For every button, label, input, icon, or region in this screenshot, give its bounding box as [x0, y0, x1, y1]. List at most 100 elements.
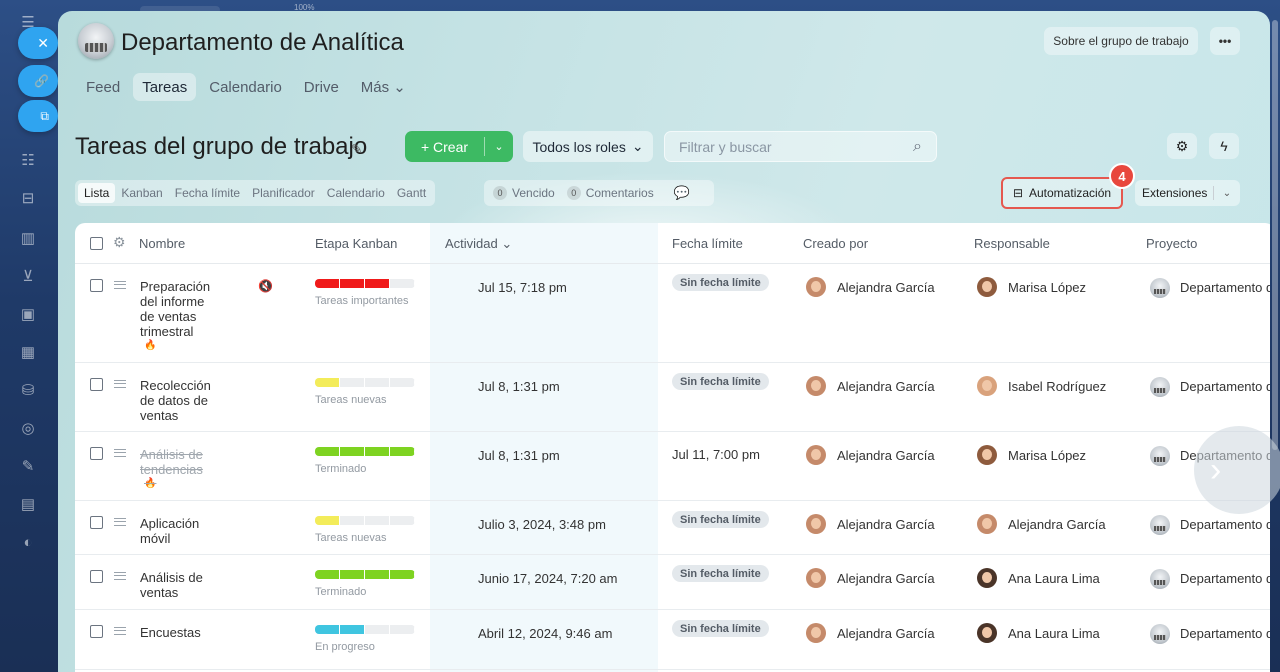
task-name-link[interactable]: Aplicación móvil: [140, 516, 220, 546]
row-checkbox[interactable]: [90, 516, 103, 529]
task-name[interactable]: Preparación del informe de ventas trimes…: [140, 279, 211, 339]
creator-name[interactable]: Alejandra García: [837, 379, 935, 394]
table-row[interactable]: Análisis de tendencias 🔥 Terminado Jul 8, 1…: [75, 432, 1270, 501]
no-deadline-badge[interactable]: Sin fecha límite: [672, 620, 769, 637]
creator-name[interactable]: Alejandra García: [837, 448, 935, 463]
help-icon[interactable]: ◐: [23, 533, 33, 551]
responsible-name[interactable]: Isabel Rodríguez: [1008, 379, 1107, 394]
col-nombre[interactable]: Nombre: [139, 236, 186, 251]
mute-icon[interactable]: 🔇: [258, 279, 273, 293]
chat-icon[interactable]: 💬: [673, 185, 690, 200]
row-checkbox[interactable]: [90, 570, 103, 583]
row-checkbox[interactable]: [90, 279, 103, 292]
col-etapa[interactable]: Etapa Kanban: [315, 236, 398, 251]
calendar-icon[interactable]: ▦: [20, 344, 36, 361]
view-calendario[interactable]: Calendario: [326, 186, 385, 200]
table-row[interactable]: Análisis de ventas Terminado Junio 17, 202…: [75, 555, 1270, 610]
database-icon[interactable]: ⛁: [21, 382, 35, 399]
creator-name[interactable]: Alejandra García: [837, 571, 935, 586]
responsible-name[interactable]: Marisa López: [1008, 280, 1087, 295]
task-name-link[interactable]: Encuestas: [140, 625, 220, 640]
project-name[interactable]: Departamento de Analítica: [1180, 626, 1270, 641]
scrollbar[interactable]: [1272, 20, 1278, 450]
about-group-button[interactable]: Sobre el grupo de trabajo: [1044, 27, 1198, 55]
responsible-avatar[interactable]: [977, 376, 997, 396]
project-avatar[interactable]: [1150, 624, 1170, 644]
pin-icon[interactable]: ✎: [351, 141, 363, 157]
project-name[interactable]: Departamento de Analítica: [1180, 280, 1270, 295]
view-gantt[interactable]: Gantt: [396, 186, 427, 200]
task-name-link[interactable]: Recolección de datos de ventas: [140, 378, 220, 423]
responsible-avatar[interactable]: [977, 277, 997, 297]
project-avatar[interactable]: [1150, 278, 1170, 298]
task-name[interactable]: Aplicación móvil: [140, 516, 200, 546]
chevron-down-icon[interactable]: ⌄: [1222, 187, 1232, 199]
roles-filter[interactable]: Todos los roles ⌄: [523, 131, 653, 162]
table-row[interactable]: Preparación del informe de ventas trimes…: [75, 264, 1270, 363]
drag-handle-icon[interactable]: [114, 281, 126, 289]
task-name[interactable]: Análisis de tendencias: [140, 447, 203, 477]
pen-icon[interactable]: ✎: [21, 458, 35, 475]
document-icon[interactable]: ▤: [20, 496, 36, 513]
vencido-filter[interactable]: Vencido: [512, 186, 555, 200]
no-deadline-badge[interactable]: Sin fecha límite: [672, 373, 769, 390]
view-lista[interactable]: Lista: [78, 183, 116, 203]
extensions-button[interactable]: Extensiones ⌄: [1135, 180, 1240, 206]
creator-avatar[interactable]: [806, 445, 826, 465]
creator-avatar[interactable]: [806, 514, 826, 534]
creator-name[interactable]: Alejandra García: [837, 280, 935, 295]
menu-icon[interactable]: ☰: [21, 14, 35, 31]
responsible-avatar[interactable]: [977, 514, 997, 534]
drag-handle-icon[interactable]: [114, 518, 126, 526]
col-responsable[interactable]: Responsable: [974, 236, 1050, 251]
no-deadline-badge[interactable]: Sin fecha límite: [672, 565, 769, 582]
view-fecha-limite[interactable]: Fecha límite: [174, 186, 241, 200]
creator-avatar[interactable]: [806, 568, 826, 588]
settings-gear-icon[interactable]: ⚙: [1167, 133, 1197, 159]
copy-link-button[interactable]: 🔗: [18, 65, 58, 97]
target-icon[interactable]: ◎: [21, 420, 35, 437]
drag-handle-icon[interactable]: [114, 449, 126, 457]
automation-button[interactable]: ⊟ Automatización: [1001, 177, 1123, 209]
chevron-right-icon[interactable]: ›: [1194, 426, 1280, 514]
drag-handle-icon[interactable]: [114, 627, 126, 635]
robot-icon[interactable]: ⊟: [21, 190, 35, 207]
responsible-name[interactable]: Marisa López: [1008, 448, 1087, 463]
task-name-link[interactable]: Análisis de tendencias 🔥: [140, 447, 220, 491]
tab-feed[interactable]: Feed: [86, 78, 121, 96]
comentarios-filter[interactable]: Comentarios: [585, 186, 654, 200]
tab-drive[interactable]: Drive: [303, 78, 339, 96]
project-avatar[interactable]: [1150, 515, 1170, 535]
creator-avatar[interactable]: [806, 623, 826, 643]
responsible-name[interactable]: Ana Laura Lima: [1008, 626, 1100, 641]
view-planificador[interactable]: Planificador: [252, 186, 315, 200]
task-name-link[interactable]: Preparación del informe de ventas trimes…: [140, 279, 220, 353]
project-avatar[interactable]: [1150, 446, 1170, 466]
col-creado[interactable]: Creado por: [803, 236, 869, 251]
row-checkbox[interactable]: [90, 378, 103, 391]
tab-calendario[interactable]: Calendario: [209, 78, 282, 96]
funnel-icon[interactable]: ☷: [21, 152, 35, 169]
table-row[interactable]: Aplicación móvil Tareas nuevas Julio 3, 20…: [75, 501, 1270, 555]
tab-mas[interactable]: Más ⌄: [360, 79, 406, 96]
responsible-avatar[interactable]: [977, 445, 997, 465]
responsible-name[interactable]: Ana Laura Lima: [1008, 571, 1100, 586]
responsible-avatar[interactable]: [977, 623, 997, 643]
search-icon[interactable]: ⌕: [913, 137, 922, 155]
project-name[interactable]: Departamento de Analítica: [1180, 379, 1270, 394]
open-new-window-button[interactable]: ⧉: [18, 100, 58, 132]
task-name[interactable]: Análisis de ventas: [140, 570, 203, 600]
creator-avatar[interactable]: [806, 277, 826, 297]
table-row[interactable]: Encuestas En progreso Abril 12, 2024, 9:46…: [75, 610, 1270, 670]
select-all-checkbox[interactable]: [90, 237, 103, 250]
project-name[interactable]: Departamento de Analítica: [1180, 571, 1270, 586]
project-name[interactable]: Departamento de Analítica: [1180, 517, 1270, 532]
col-proyecto[interactable]: Proyecto: [1146, 236, 1198, 251]
task-name[interactable]: Recolección de datos de ventas: [140, 378, 211, 423]
project-avatar[interactable]: [1150, 377, 1170, 397]
view-kanban[interactable]: Kanban: [121, 186, 163, 200]
responsible-name[interactable]: Alejandra García: [1008, 517, 1106, 532]
creator-name[interactable]: Alejandra García: [837, 517, 935, 532]
no-deadline-badge[interactable]: Sin fecha límite: [672, 511, 769, 528]
no-deadline-badge[interactable]: Sin fecha límite: [672, 274, 769, 291]
